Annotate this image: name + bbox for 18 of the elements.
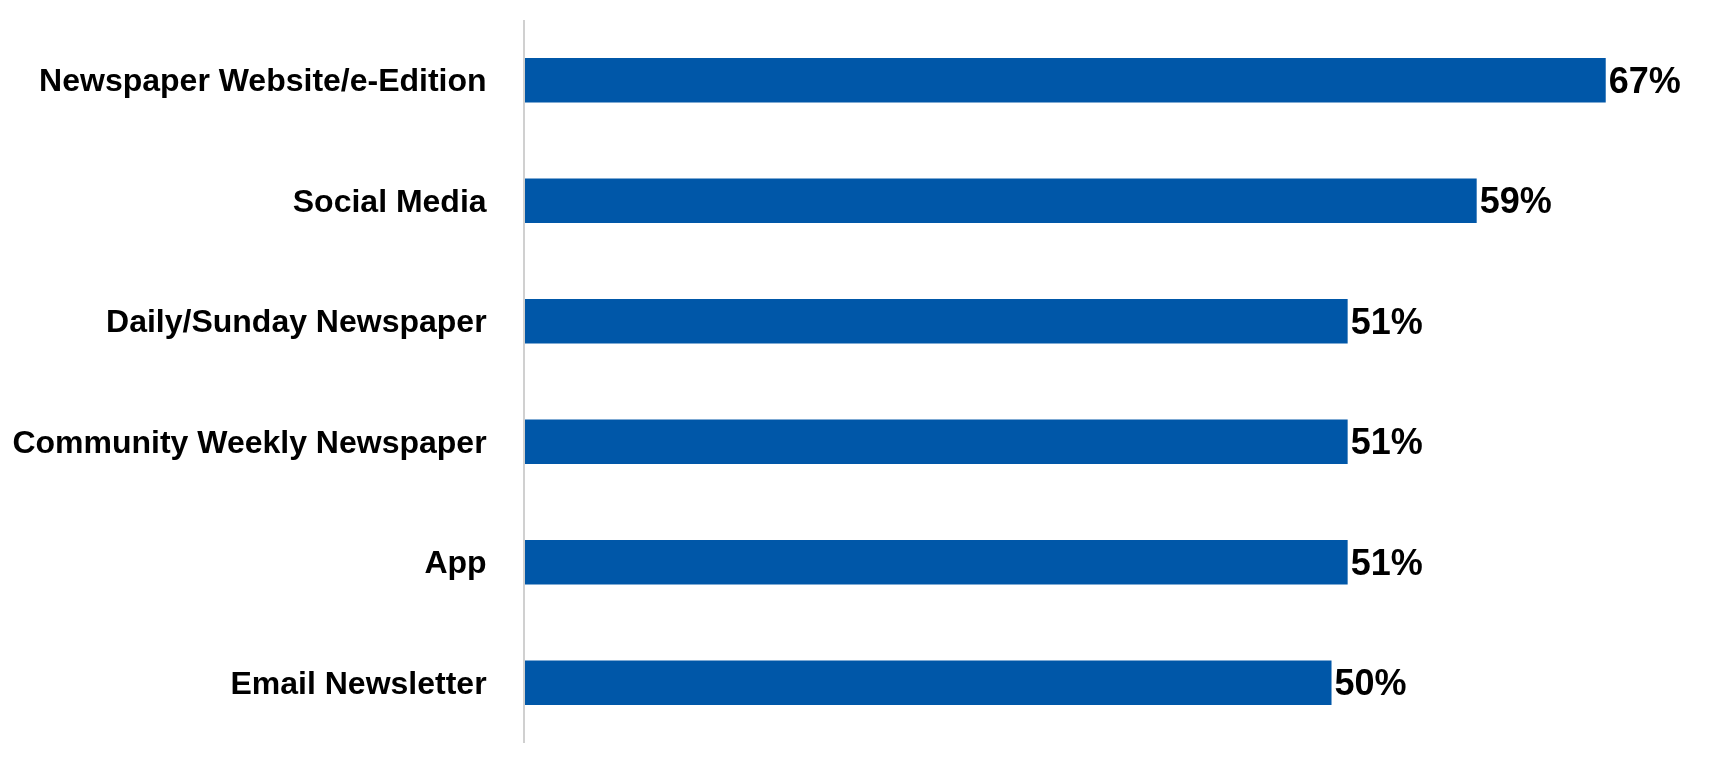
bar	[525, 419, 1348, 465]
data-label: 51%	[1350, 421, 1423, 463]
data-label: 59%	[1479, 180, 1552, 222]
bar	[525, 57, 1606, 103]
y-tick-label: Email Newsletter	[230, 664, 487, 701]
bar	[525, 660, 1332, 706]
bar	[525, 539, 1348, 585]
y-tick-label: App	[424, 544, 487, 581]
y-tick-label: Newspaper Website/e-Edition	[39, 62, 487, 99]
data-label: 50%	[1334, 662, 1407, 704]
bar	[525, 298, 1348, 344]
data-label: 51%	[1350, 541, 1423, 583]
data-label: 67%	[1608, 59, 1681, 101]
data-label: 51%	[1350, 300, 1423, 342]
y-tick-label: Social Media	[292, 182, 487, 219]
y-tick-label: Daily/Sunday Newspaper	[106, 303, 487, 340]
bar	[525, 178, 1477, 224]
y-tick-label: Community Weekly Newspaper	[12, 423, 487, 460]
